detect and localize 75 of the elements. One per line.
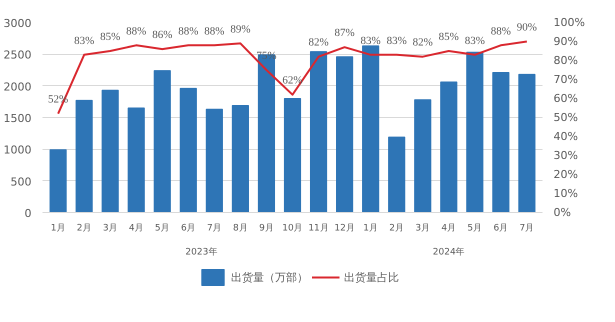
x-tick-label: 2月 — [389, 224, 404, 234]
data-label: 82% — [412, 36, 433, 49]
bar — [518, 74, 536, 212]
y2-tick-label: 80% — [554, 54, 578, 67]
data-label: 83% — [74, 34, 94, 47]
bar — [492, 72, 510, 212]
x-tick-label: 12月 — [334, 224, 355, 234]
y-tick-label: 500 — [10, 175, 32, 188]
x-tick-label: 7月 — [207, 224, 222, 234]
bar — [50, 149, 67, 212]
legend-label: 出货量占比 — [344, 270, 399, 284]
y2-tick-label: 60% — [554, 92, 578, 105]
y2-tick-label: 40% — [554, 130, 578, 143]
y-tick-label: 2000 — [4, 80, 32, 94]
bar — [206, 108, 223, 212]
bar — [388, 136, 406, 212]
y2-tick-label: 20% — [554, 168, 578, 181]
bar — [102, 90, 119, 212]
x-tick-label: 1月 — [50, 224, 66, 234]
data-label: 88% — [490, 25, 511, 38]
data-label: 89% — [230, 23, 251, 36]
data-label: 86% — [152, 29, 172, 42]
data-label: 85% — [100, 31, 120, 43]
x-tick-label: 8月 — [233, 224, 248, 234]
bar — [76, 100, 93, 212]
x-tick-label: 4月 — [128, 224, 144, 234]
data-label: 88% — [178, 25, 198, 38]
bar — [310, 51, 328, 212]
y-tick-label: 1500 — [4, 112, 32, 125]
y-tick-label: 2500 — [4, 48, 32, 62]
data-label: 88% — [126, 25, 146, 38]
data-label: 85% — [438, 31, 459, 43]
bar — [466, 52, 484, 212]
x-tick-label: 1月 — [363, 224, 378, 234]
data-label: 83% — [386, 34, 407, 47]
bar — [440, 82, 458, 212]
data-label: 88% — [204, 25, 224, 38]
x-tick-label: 9月 — [259, 224, 274, 234]
data-label: 90% — [516, 22, 537, 34]
x-tick-label: 2月 — [76, 224, 92, 234]
bar — [336, 56, 354, 212]
y-tick-label: 3000 — [4, 17, 32, 30]
x-tick-label: 5月 — [154, 224, 170, 234]
x-tick-label: 4月 — [441, 224, 456, 234]
bar — [154, 70, 171, 212]
text: 2023年 — [185, 246, 218, 258]
data-label: 87% — [334, 27, 355, 40]
bar — [128, 108, 145, 212]
x-tick-label: 3月 — [415, 224, 430, 234]
bar — [232, 104, 249, 212]
bar — [180, 88, 197, 212]
y2-tick-label: 0% — [554, 206, 571, 219]
x-tick-label: 10月 — [282, 224, 303, 234]
data-label: 83% — [360, 34, 381, 47]
y-tick-label: 0 — [24, 207, 32, 220]
x-tick-label: 6月 — [493, 224, 508, 234]
y2-tick-label: 30% — [554, 149, 578, 162]
x-tick-label: 11月 — [308, 224, 329, 234]
y2-tick-label: 10% — [554, 187, 578, 200]
bar — [414, 99, 432, 212]
bar — [284, 98, 302, 212]
y-tick-label: 1000 — [4, 144, 32, 157]
data-label: 83% — [464, 34, 485, 47]
data-label: 82% — [308, 36, 329, 49]
y2-tick-label: 100% — [554, 16, 585, 29]
x-tick-label: 7月 — [520, 224, 534, 234]
legend-label: 出货量（万部） — [231, 270, 308, 284]
x-tick-label: 3月 — [102, 224, 118, 234]
y2-tick-label: 50% — [554, 111, 578, 124]
x-tick-label: 5月 — [467, 224, 482, 234]
bar — [362, 45, 380, 212]
y2-tick-label: 90% — [554, 35, 578, 48]
text: 2024年 — [432, 246, 465, 258]
x-tick-label: 6月 — [180, 224, 196, 234]
y2-tick-label: 70% — [554, 73, 578, 86]
